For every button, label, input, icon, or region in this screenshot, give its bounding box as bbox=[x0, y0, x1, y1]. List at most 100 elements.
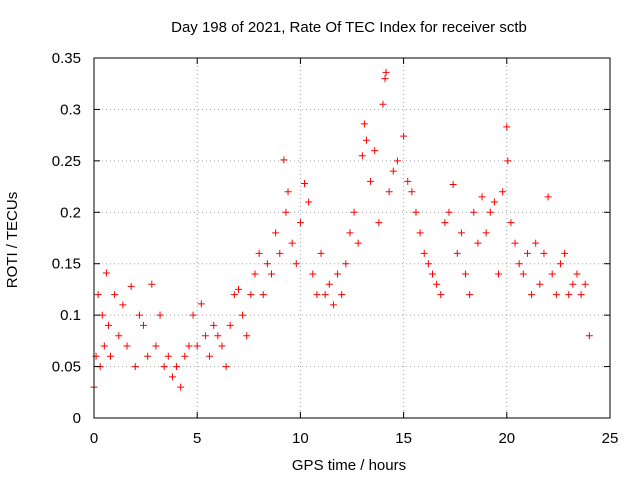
data-point bbox=[197, 300, 205, 308]
data-point bbox=[210, 321, 218, 329]
data-point bbox=[251, 270, 259, 278]
y-tick-label: 0.15 bbox=[52, 256, 81, 273]
data-point bbox=[433, 280, 441, 288]
data-point bbox=[247, 291, 255, 299]
y-tick-label: 0.2 bbox=[60, 204, 81, 221]
data-point bbox=[222, 363, 230, 371]
x-axis-label: GPS time / hours bbox=[292, 457, 406, 474]
data-point bbox=[367, 177, 375, 185]
data-point bbox=[490, 198, 498, 206]
data-point bbox=[556, 260, 564, 268]
data-point bbox=[234, 285, 242, 293]
x-tick-label: 5 bbox=[193, 430, 201, 447]
data-point bbox=[486, 208, 494, 216]
data-point bbox=[420, 249, 428, 257]
data-point bbox=[381, 75, 389, 83]
data-point bbox=[482, 229, 490, 237]
data-point bbox=[371, 147, 379, 155]
x-tick-label: 25 bbox=[602, 430, 619, 447]
data-point bbox=[193, 342, 201, 350]
data-point bbox=[495, 270, 503, 278]
data-point bbox=[441, 219, 449, 227]
data-point bbox=[404, 177, 412, 185]
axis-ticks: 0 5 10 15 20 25 0 0.05 0.1 0.15 0.2 0.25 0.3 0.35 bbox=[52, 50, 619, 447]
data-point bbox=[519, 270, 527, 278]
data-point bbox=[201, 332, 209, 340]
data-point bbox=[230, 291, 238, 299]
data-point bbox=[305, 198, 313, 206]
data-points bbox=[90, 68, 593, 391]
data-point bbox=[408, 188, 416, 196]
data-point bbox=[400, 132, 408, 140]
data-point bbox=[412, 208, 420, 216]
y-tick-label: 0.3 bbox=[60, 101, 81, 118]
data-point bbox=[573, 270, 581, 278]
data-point bbox=[389, 167, 397, 175]
data-point bbox=[449, 181, 457, 189]
y-tick-label: 0 bbox=[73, 410, 81, 427]
data-point bbox=[515, 260, 523, 268]
data-point bbox=[445, 208, 453, 216]
data-point bbox=[466, 291, 474, 299]
data-point bbox=[301, 179, 309, 187]
data-point bbox=[144, 352, 152, 360]
data-point bbox=[385, 188, 393, 196]
data-point bbox=[317, 249, 325, 257]
data-point bbox=[474, 239, 482, 247]
chart-title: Day 198 of 2021, Rate Of TEC Index for r… bbox=[171, 19, 527, 36]
data-point bbox=[107, 352, 115, 360]
data-point bbox=[104, 321, 112, 329]
data-point bbox=[428, 270, 436, 278]
data-point bbox=[334, 270, 342, 278]
y-tick-label: 0.1 bbox=[60, 307, 81, 324]
data-point bbox=[206, 352, 214, 360]
data-point bbox=[382, 68, 390, 76]
data-point bbox=[544, 193, 552, 201]
data-point bbox=[284, 188, 292, 196]
data-point bbox=[292, 260, 300, 268]
data-point bbox=[152, 342, 160, 350]
data-point bbox=[313, 291, 321, 299]
plot-frame bbox=[93, 57, 611, 419]
data-point bbox=[329, 301, 337, 309]
data-point bbox=[362, 136, 370, 144]
data-point bbox=[185, 342, 193, 350]
data-point bbox=[393, 157, 401, 165]
data-point bbox=[507, 219, 515, 227]
data-point bbox=[379, 100, 387, 108]
data-point bbox=[214, 332, 222, 340]
data-point bbox=[243, 332, 251, 340]
x-tick-label: 10 bbox=[292, 430, 309, 447]
data-point bbox=[358, 152, 366, 160]
data-point bbox=[156, 311, 164, 319]
data-point bbox=[581, 280, 589, 288]
data-point bbox=[280, 156, 288, 164]
y-tick-label: 0.35 bbox=[52, 50, 81, 67]
data-point bbox=[548, 270, 556, 278]
data-point bbox=[263, 260, 271, 268]
data-point bbox=[189, 311, 197, 319]
data-point bbox=[569, 280, 577, 288]
data-point bbox=[140, 321, 148, 329]
data-point bbox=[346, 229, 354, 237]
data-point bbox=[532, 239, 540, 247]
data-point bbox=[127, 282, 135, 290]
data-point bbox=[503, 123, 511, 131]
data-point bbox=[119, 301, 127, 309]
data-point bbox=[416, 229, 424, 237]
data-point bbox=[470, 208, 478, 216]
data-point bbox=[123, 342, 131, 350]
data-point bbox=[160, 363, 168, 371]
data-point bbox=[424, 260, 432, 268]
data-point bbox=[360, 120, 368, 128]
data-point bbox=[585, 332, 593, 340]
data-point bbox=[457, 229, 465, 237]
data-point bbox=[94, 291, 102, 299]
data-point bbox=[100, 342, 108, 350]
data-point bbox=[453, 249, 461, 257]
data-point bbox=[226, 321, 234, 329]
data-point bbox=[177, 383, 185, 391]
x-tick-label: 20 bbox=[498, 430, 515, 447]
data-point bbox=[268, 270, 276, 278]
data-point bbox=[255, 249, 263, 257]
